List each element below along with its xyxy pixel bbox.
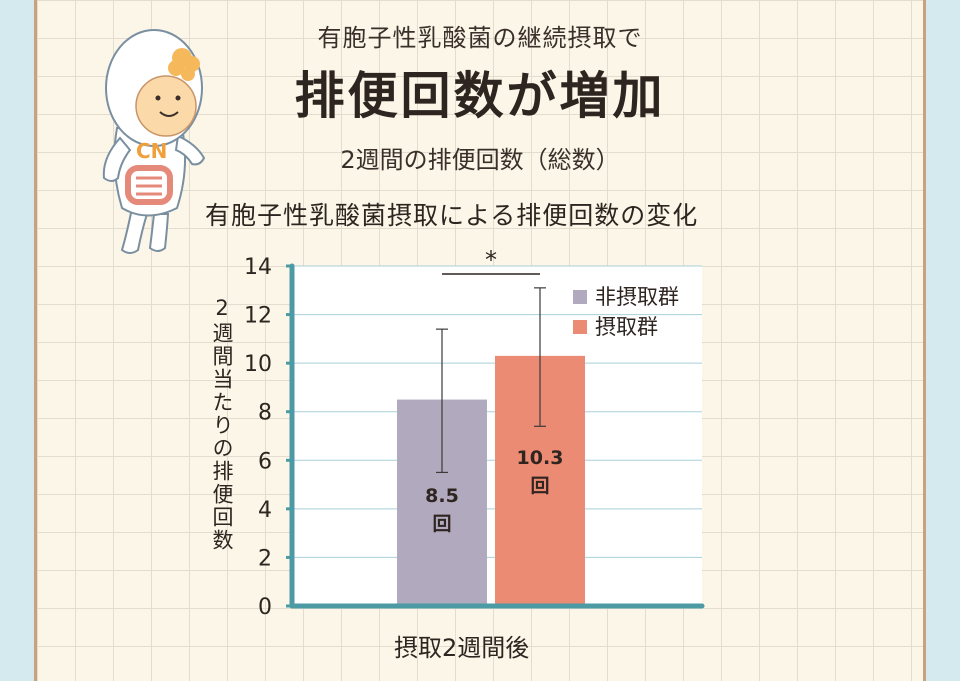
y-tick-label: 14 (244, 255, 272, 280)
legend-swatch (573, 290, 587, 304)
axes (286, 263, 705, 609)
data-label-value: 10.3 (517, 447, 564, 469)
y-tick-label: 10 (244, 352, 272, 377)
significance-label: * (485, 246, 497, 274)
data-label-unit: 回 (530, 475, 549, 497)
bacteria-mascot-icon: CN (102, 29, 206, 254)
chart-title: 有胞子性乳酸菌摂取による排便回数の変化 (205, 201, 699, 230)
y-tick-label: 12 (244, 304, 272, 329)
legend-label: 摂取群 (595, 315, 658, 339)
error-bars (436, 287, 546, 474)
data-label-unit: 回 (432, 513, 451, 535)
y-axis-label: 2週間当たりの排便回数 (210, 296, 234, 552)
y-tick-labels: 0 2 4 6 8 10 12 14 (244, 255, 272, 620)
y-tick-label: 0 (258, 595, 272, 620)
legend-label: 非摂取群 (595, 285, 679, 309)
y-tick-label: 8 (258, 401, 272, 426)
data-label-value: 8.5 (425, 485, 459, 507)
significance-marker: * (442, 246, 540, 275)
subtitle: 有胞子性乳酸菌の継続摂取で (317, 24, 643, 52)
y-tick-label: 2 (258, 546, 272, 571)
x-axis-label: 摂取2週間後 (394, 634, 530, 662)
y-tick-label: 6 (258, 449, 272, 474)
legend-swatch (573, 320, 587, 334)
page-title: 排便回数が増加 (294, 67, 666, 125)
period-title: 2週間の排便回数（総数） (340, 146, 620, 174)
y-tick-label: 4 (258, 498, 272, 523)
data-labels: 8.5 回 10.3 回 (425, 447, 563, 535)
mascot-badge: CN (136, 139, 167, 163)
